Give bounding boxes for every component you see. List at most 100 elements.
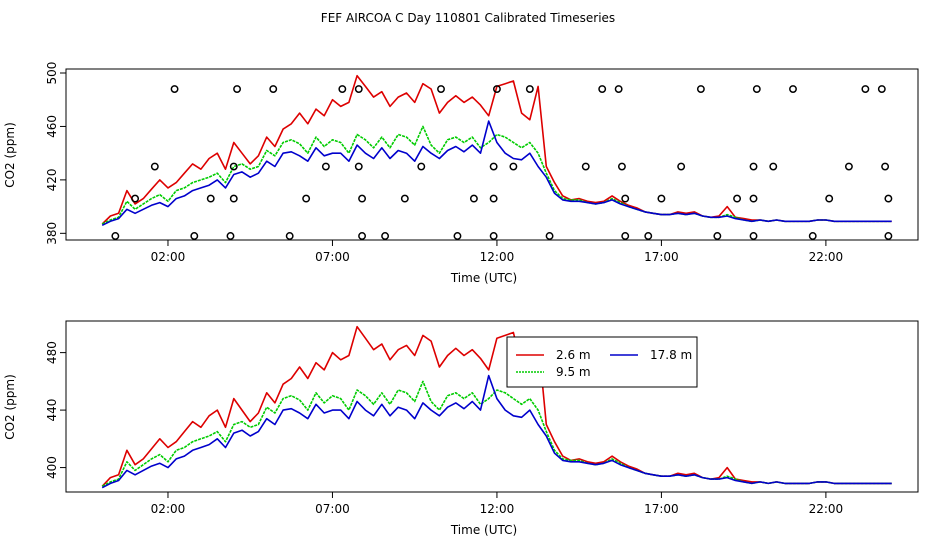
flag-point [749,194,758,203]
flag-point [581,162,590,171]
legend-box [506,336,698,388]
flag-point [437,85,445,93]
flag-point [150,162,159,171]
flag-point [206,194,215,203]
flag-point [111,232,120,240]
legend-label-2-6m: 2.6 m [556,348,591,362]
flag-point [713,232,722,240]
flag-point [621,232,630,240]
y-tick-label: 460 [45,115,59,138]
flag-point [657,194,666,203]
x-tick-label: 22:00 [809,250,844,264]
flag-point [525,85,534,93]
x-axis-bottom: 02:00 07:00 12:00 17:00 22:00 [151,492,844,516]
plot-frame-bottom [65,320,919,493]
x-tick-label: 12:00 [480,250,515,264]
flag-point [131,194,140,203]
y-tick-label: 420 [45,168,59,191]
flag-point [233,85,242,93]
flag-point [358,194,367,203]
flag-point [285,232,294,240]
flag-point [752,85,761,93]
series-17-8m-line [101,120,892,227]
x-tick-label: 12:00 [480,502,515,516]
y-tick-label: 380 [45,222,59,245]
flag-point [789,85,797,93]
x-axis-top: 02:00 07:00 12:00 17:00 22:00 [151,240,844,264]
flag-point [844,162,853,171]
legend: 2.6 m 17.8 m 9.5 m [506,336,698,388]
x-axis-label-top: Time (UTC) [450,271,517,285]
x-tick-label: 22:00 [809,502,844,516]
flag-point [489,162,498,171]
flag-point [354,162,363,171]
flag-point [884,194,893,203]
flag-point [808,232,817,240]
flag-point [545,232,554,240]
flag-point [621,194,630,203]
y-axis-top: 380 420 460 500 [45,62,66,245]
flag-point [614,85,623,93]
flag-point [677,162,686,171]
flag-point [749,232,758,240]
flag-point [489,232,498,240]
x-tick-label: 07:00 [315,250,350,264]
flag-point [302,194,311,203]
legend-label-17-8m: 17.8 m [650,348,692,362]
series-lines-top [101,74,892,227]
flag-point [861,85,870,93]
y-tick-label: 500 [45,62,59,85]
series-17-8m-line [101,374,892,489]
y-axis-label-top: CO2 (ppm) [3,122,17,188]
panel-bottom: 02:00 07:00 12:00 17:00 22:00 400 440 480 Time… [3,320,919,537]
flag-point [598,85,607,93]
legend-label-9-5m: 9.5 m [556,365,591,379]
chart-title: FEF AIRCOA C Day 110801 Calibrated Times… [321,11,615,25]
flag-point [381,232,390,240]
plot-frame-top [65,68,919,241]
flag-point [881,162,890,171]
flag-point [269,85,278,93]
panel-top: 02:00 07:00 12:00 17:00 22:00 380 420 460 500 T… [3,62,919,285]
x-axis-label-bottom: Time (UTC) [450,523,517,537]
y-axis-label-bottom: CO2 (ppm) [3,374,17,440]
y-axis-bottom: 400 440 480 [45,341,66,479]
flag-point [453,232,462,240]
y-tick-label: 440 [45,399,59,422]
flag-point [825,194,834,203]
x-tick-label: 02:00 [151,502,186,516]
flag-point [400,194,409,203]
x-tick-label: 02:00 [151,250,186,264]
x-tick-label: 17:00 [644,502,679,516]
flag-point [358,232,367,240]
flag-point [190,232,199,240]
flag-point [749,162,758,171]
flag-point [492,85,501,93]
flag-point [489,194,498,203]
flag-point [338,85,347,93]
flag-point [469,194,478,203]
flag-point [509,162,518,171]
series-lines-bottom [101,325,892,489]
series-2-6m-line [101,325,892,487]
flag-point [644,232,653,240]
flag-points [111,85,893,240]
flag-point [417,162,426,171]
flag-point [229,162,238,171]
y-tick-label: 400 [45,456,59,479]
flag-point [226,232,235,240]
x-tick-label: 07:00 [315,502,350,516]
flag-point [733,194,742,203]
flag-point [170,85,179,93]
flag-point [321,162,330,171]
flag-point [696,85,705,93]
x-tick-label: 17:00 [644,250,679,264]
flag-point [229,194,238,203]
flag-point [884,232,893,240]
flag-point [769,162,778,171]
flag-point [877,85,886,93]
y-tick-label: 480 [45,341,59,364]
flag-point [617,162,626,171]
series-2-6m-line [101,74,892,225]
